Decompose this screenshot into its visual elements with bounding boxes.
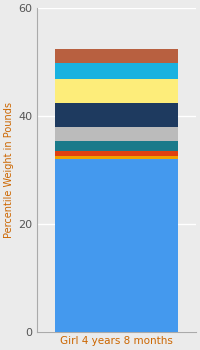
Bar [55, 103, 178, 127]
Bar [55, 127, 178, 141]
Bar [55, 49, 178, 63]
Bar [55, 156, 178, 159]
Bar [55, 150, 178, 156]
Bar [55, 159, 178, 332]
Y-axis label: Percentile Weight in Pounds: Percentile Weight in Pounds [4, 102, 14, 238]
Bar [55, 141, 178, 150]
Bar [55, 79, 178, 103]
Bar [55, 63, 178, 79]
